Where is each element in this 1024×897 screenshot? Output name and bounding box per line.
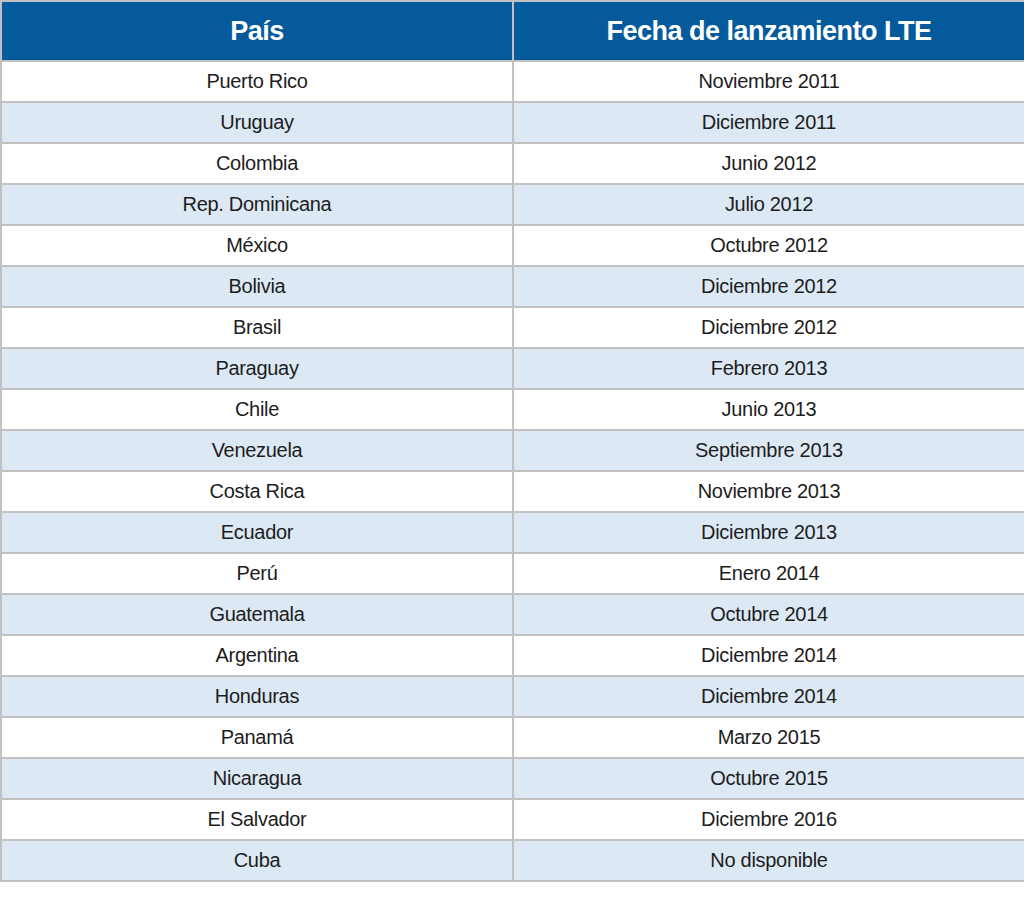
country-cell: Guatemala — [1, 594, 513, 635]
country-cell: Paraguay — [1, 348, 513, 389]
launch-date-cell: Enero 2014 — [513, 553, 1024, 594]
country-cell: Chile — [1, 389, 513, 430]
table-row: Panamá Marzo 2015 — [1, 717, 1024, 758]
table-body: Puerto Rico Noviembre 2011 Uruguay Dicie… — [1, 61, 1024, 881]
country-cell: Nicaragua — [1, 758, 513, 799]
launch-date-cell: Diciembre 2011 — [513, 102, 1024, 143]
launch-date-cell: Noviembre 2013 — [513, 471, 1024, 512]
table-row: Cuba No disponible — [1, 840, 1024, 881]
table-row: Honduras Diciembre 2014 — [1, 676, 1024, 717]
table-row: Chile Junio 2013 — [1, 389, 1024, 430]
launch-date-cell: Septiembre 2013 — [513, 430, 1024, 471]
table-row: Argentina Diciembre 2014 — [1, 635, 1024, 676]
table-row: Nicaragua Octubre 2015 — [1, 758, 1024, 799]
table-row: El Salvador Diciembre 2016 — [1, 799, 1024, 840]
country-cell: Uruguay — [1, 102, 513, 143]
launch-date-cell: Diciembre 2013 — [513, 512, 1024, 553]
launch-date-cell: Diciembre 2012 — [513, 266, 1024, 307]
launch-date-cell: Octubre 2015 — [513, 758, 1024, 799]
launch-date-cell: Junio 2013 — [513, 389, 1024, 430]
table-row: Brasil Diciembre 2012 — [1, 307, 1024, 348]
column-header-launch-date: Fecha de lanzamiento LTE — [513, 1, 1024, 61]
country-cell: Panamá — [1, 717, 513, 758]
country-cell: Rep. Dominicana — [1, 184, 513, 225]
launch-date-cell: Octubre 2012 — [513, 225, 1024, 266]
table-row: Guatemala Octubre 2014 — [1, 594, 1024, 635]
launch-date-cell: Febrero 2013 — [513, 348, 1024, 389]
launch-date-cell: Diciembre 2014 — [513, 635, 1024, 676]
launch-date-cell: Diciembre 2016 — [513, 799, 1024, 840]
table-row: Uruguay Diciembre 2011 — [1, 102, 1024, 143]
launch-date-cell: Diciembre 2012 — [513, 307, 1024, 348]
country-cell: Venezuela — [1, 430, 513, 471]
country-cell: El Salvador — [1, 799, 513, 840]
table-row: Ecuador Diciembre 2013 — [1, 512, 1024, 553]
table-header: País Fecha de lanzamiento LTE — [1, 1, 1024, 61]
country-cell: Colombia — [1, 143, 513, 184]
launch-date-cell: Noviembre 2011 — [513, 61, 1024, 102]
country-cell: Puerto Rico — [1, 61, 513, 102]
table-row: Bolivia Diciembre 2012 — [1, 266, 1024, 307]
lte-launch-table: País Fecha de lanzamiento LTE Puerto Ric… — [0, 0, 1024, 882]
country-cell: Perú — [1, 553, 513, 594]
country-cell: Cuba — [1, 840, 513, 881]
launch-date-cell: No disponible — [513, 840, 1024, 881]
launch-date-cell: Octubre 2014 — [513, 594, 1024, 635]
country-cell: México — [1, 225, 513, 266]
country-cell: Argentina — [1, 635, 513, 676]
table-row: Costa Rica Noviembre 2013 — [1, 471, 1024, 512]
launch-date-cell: Marzo 2015 — [513, 717, 1024, 758]
table-row: Perú Enero 2014 — [1, 553, 1024, 594]
table-row: México Octubre 2012 — [1, 225, 1024, 266]
table-header-row: País Fecha de lanzamiento LTE — [1, 1, 1024, 61]
table-row: Venezuela Septiembre 2013 — [1, 430, 1024, 471]
table-row: Puerto Rico Noviembre 2011 — [1, 61, 1024, 102]
country-cell: Ecuador — [1, 512, 513, 553]
page: País Fecha de lanzamiento LTE Puerto Ric… — [0, 0, 1024, 897]
country-cell: Bolivia — [1, 266, 513, 307]
table-row: Colombia Junio 2012 — [1, 143, 1024, 184]
table-row: Rep. Dominicana Julio 2012 — [1, 184, 1024, 225]
country-cell: Brasil — [1, 307, 513, 348]
launch-date-cell: Julio 2012 — [513, 184, 1024, 225]
launch-date-cell: Junio 2012 — [513, 143, 1024, 184]
column-header-country: País — [1, 1, 513, 61]
country-cell: Honduras — [1, 676, 513, 717]
country-cell: Costa Rica — [1, 471, 513, 512]
table-row: Paraguay Febrero 2013 — [1, 348, 1024, 389]
launch-date-cell: Diciembre 2014 — [513, 676, 1024, 717]
